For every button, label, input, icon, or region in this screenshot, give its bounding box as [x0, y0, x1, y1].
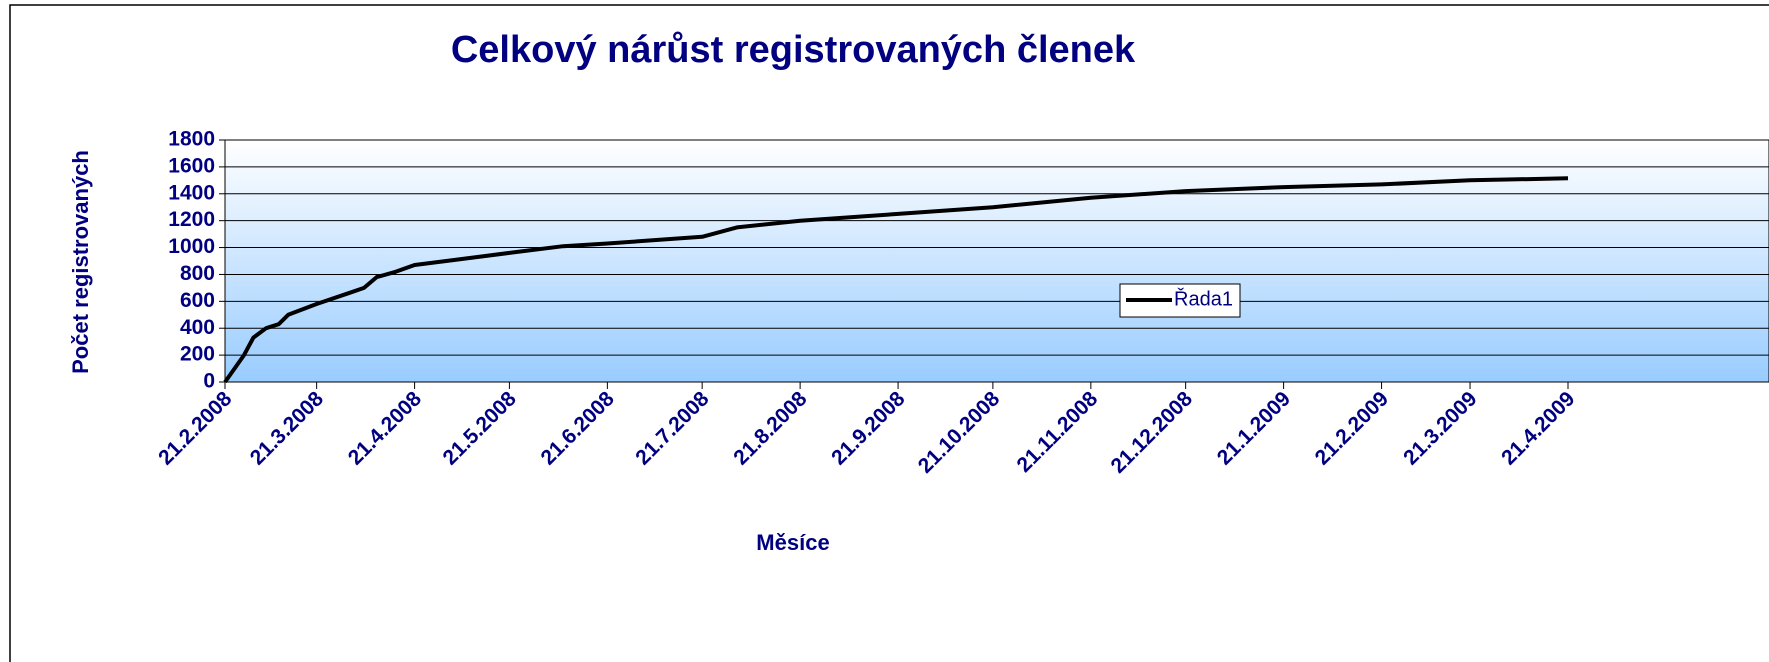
y-tick-label: 200: [180, 343, 215, 366]
y-tick-label: 1800: [168, 128, 215, 151]
y-tick-label: 400: [180, 316, 215, 339]
legend-label: Řada1: [1174, 287, 1233, 310]
y-tick-label: 800: [180, 262, 215, 285]
x-axis-title: Měsíce: [756, 530, 829, 555]
y-tick-label: 1600: [168, 154, 215, 177]
y-tick-label: 0: [203, 370, 215, 393]
y-axis-title: Počet registrovaných: [68, 150, 93, 374]
data-line: [223, 176, 1569, 384]
y-tick-label: 1400: [168, 181, 215, 204]
y-tick-label: 1200: [168, 208, 215, 231]
chart-title: Celkový nárůst registrovaných členek: [451, 29, 1136, 71]
y-tick-label: 1000: [168, 235, 215, 258]
y-tick-label: 600: [180, 289, 215, 312]
